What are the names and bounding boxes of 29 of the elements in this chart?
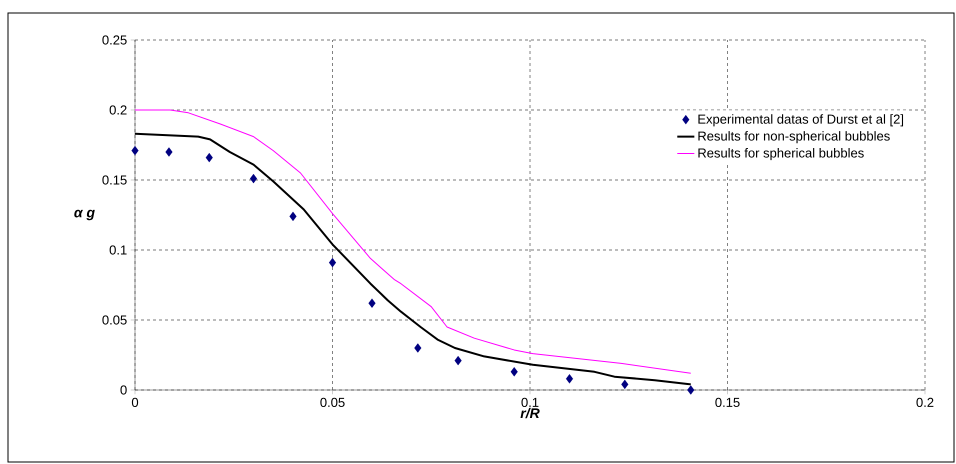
y-tick-label: 0.25 [102, 35, 127, 45]
point [328, 258, 336, 268]
legend-label: Experimental datas of Durst et al [2] [698, 114, 904, 126]
point [687, 385, 694, 395]
point [510, 367, 518, 376]
y-tick-label: 0 [120, 385, 127, 395]
point [621, 380, 628, 390]
y-axis-title: α g [74, 210, 95, 220]
point [454, 356, 462, 366]
legend-label: Results for non-spherical bubbles [698, 131, 890, 144]
x-axis-title: r/R [520, 408, 540, 418]
point [414, 343, 422, 353]
x-tick-label: 0.15 [715, 398, 740, 407]
point [289, 212, 297, 222]
point [566, 374, 574, 384]
legend-label: Results for spherical bubbles [698, 148, 864, 160]
x-tick-label: 0.05 [320, 398, 345, 407]
y-tick-label: 0.1 [110, 245, 127, 255]
x-tick-label: 0 [132, 398, 138, 407]
x-tick-label: 0.1 [521, 398, 538, 407]
point [165, 147, 173, 157]
y-tick-label: 0.05 [102, 315, 127, 325]
point [368, 298, 376, 308]
point [131, 146, 139, 156]
y-tick-label: 0.15 [102, 175, 127, 185]
point [206, 152, 213, 162]
x-tick-label: 0.2 [916, 398, 934, 407]
y-tick-label: 0.2 [110, 105, 127, 115]
point [250, 174, 258, 184]
